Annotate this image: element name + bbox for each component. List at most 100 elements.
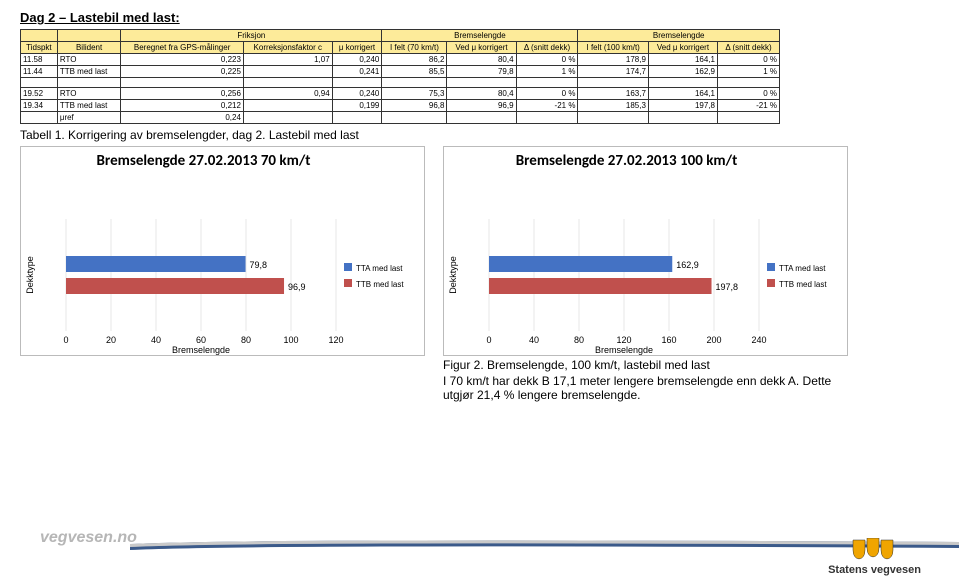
column-header: Δ (snitt dekk) [516,42,578,54]
table-cell [21,112,58,124]
table-cell [243,100,332,112]
table-cell [57,78,121,88]
table-cell [578,112,648,124]
column-header: Tidspkt [21,42,58,54]
table-cell: 75,3 [382,88,447,100]
table-cell: 164,1 [648,54,717,66]
table-cell: 0 % [516,54,578,66]
table-cell: 0,240 [332,88,382,100]
table-cell [648,112,717,124]
table-cell: 1 % [717,66,779,78]
table-cell [332,78,382,88]
table-cell [717,78,779,88]
table-cell: 19.52 [21,88,58,100]
table-cell [121,78,244,88]
table-cell: 85,5 [382,66,447,78]
table-cell: 0,225 [121,66,244,78]
table-row: 19.52RTO0,2560,940,24075,380,40 %163,716… [21,88,780,100]
svg-text:Dekktype: Dekktype [448,256,458,294]
svg-text:TTB med last: TTB med last [779,280,827,289]
table-cell: 0 % [717,88,779,100]
table-cell: 0,241 [332,66,382,78]
svg-text:197,8: 197,8 [716,282,739,292]
svg-text:TTB med last: TTB med last [356,280,404,289]
table-cell: 0,94 [243,88,332,100]
table-cell: 86,2 [382,54,447,66]
table-cell: 178,9 [578,54,648,66]
table-cell: 80,4 [447,88,516,100]
table-cell: 0,223 [121,54,244,66]
svg-text:Dekktype: Dekktype [25,256,35,294]
table-cell: 79,8 [447,66,516,78]
data-table: Friksjon Bremselengde Bremselengde Tidsp… [20,29,780,124]
table-cell [447,112,516,124]
table-cell [516,112,578,124]
svg-text:162,9: 162,9 [676,260,699,270]
body-text: I 70 km/t har dekk B 17,1 meter lengere … [443,374,843,402]
table-cell [717,112,779,124]
table-cell: 0,240 [332,54,382,66]
table-cell: 80,4 [447,54,516,66]
column-header: Ved μ korrigert [447,42,516,54]
th-group-bl1: Bremselengde [382,30,578,42]
svg-text:80: 80 [574,335,584,345]
svg-text:200: 200 [706,335,721,345]
svg-text:79,8: 79,8 [250,260,268,270]
table-cell: 0 % [516,88,578,100]
table-cell: 11.44 [21,66,58,78]
table-cell: 185,3 [578,100,648,112]
page-footer: vegvesen.no Statens vegvesen [0,527,959,582]
table-cell [382,112,447,124]
th-group-friksjon: Friksjon [121,30,382,42]
column-header: Ved μ korrigert [648,42,717,54]
table-cell: 96,9 [447,100,516,112]
table-cell [243,112,332,124]
svg-text:120: 120 [328,335,343,345]
table-row: 11.44TTB med last0,2250,24185,579,81 %17… [21,66,780,78]
table-cell: RTO [57,54,121,66]
svg-text:100: 100 [283,335,298,345]
table-row [21,78,780,88]
table-row: 11.58RTO0,2231,070,24086,280,40 %178,916… [21,54,780,66]
svg-text:TTA med last: TTA med last [356,264,403,273]
chart-100: Bremselengde 27.02.2013 100 km/t Dekktype… [443,146,848,356]
svg-text:240: 240 [751,335,766,345]
table-cell: -21 % [516,100,578,112]
logo-icon [849,538,897,560]
page-heading: Dag 2 – Lastebil med last: [20,10,939,25]
table-cell: TTB med last [57,66,121,78]
table-cell: 19.34 [21,100,58,112]
svg-text:80: 80 [241,335,251,345]
table-cell [648,78,717,88]
table-row: 19.34TTB med last0,2120,19996,896,9-21 %… [21,100,780,112]
table-cell: 0,212 [121,100,244,112]
figure-caption: Figur 2. Bremselengde, 100 km/t, lastebi… [443,358,939,372]
footer-org: Statens vegvesen [828,564,921,576]
table-cell: 0,24 [121,112,244,124]
table-cell: 0 % [717,54,779,66]
svg-text:120: 120 [616,335,631,345]
table-cell: 162,9 [648,66,717,78]
table-cell: 0,256 [121,88,244,100]
svg-text:Bremselengde: Bremselengde [172,345,230,355]
table-row: μref0,24 [21,112,780,124]
table-cell [382,78,447,88]
chart-70: Bremselengde 27.02.2013 70 km/tDekktype0… [20,146,425,356]
svg-text:40: 40 [151,335,161,345]
table-cell [578,78,648,88]
table-cell: 1,07 [243,54,332,66]
column-header: I felt (100 km/t) [578,42,648,54]
swoosh-graphic [0,536,959,552]
table-cell [21,78,58,88]
th-group-bl2: Bremselengde [578,30,780,42]
table-cell [243,78,332,88]
svg-text:Bremselengde 27.02.2013 100: Bremselengde 27.02.2013 100 km/t [516,152,738,170]
svg-text:0: 0 [63,335,68,345]
column-header: μ korrigert [332,42,382,54]
svg-text:Bremselengde: Bremselengde [595,345,653,355]
table-cell [447,78,516,88]
column-header: Δ (snitt dekk) [717,42,779,54]
table-cell: 197,8 [648,100,717,112]
column-header: Korreksjonsfaktor c [243,42,332,54]
svg-text:160: 160 [661,335,676,345]
